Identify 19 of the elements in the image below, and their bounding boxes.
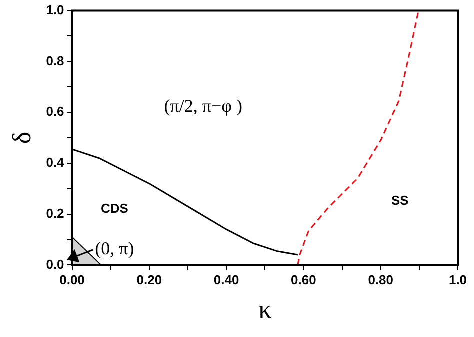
x-tick-label: 1.0 [448,272,468,288]
x-tick-label: 0.20 [136,272,162,288]
x-tick-label: 0.40 [214,272,240,288]
y-axis-title: δ [7,132,36,144]
y-tick-label: 0.0 [46,256,64,272]
x-axis-title: κ [258,295,272,324]
x-tick-label: 0.80 [368,272,394,288]
y-tick-label: 0.4 [46,155,66,170]
x-tick-label: 0.00 [60,272,85,288]
annotation: (0, π) [95,238,134,259]
y-tick-label: 0.2 [46,206,64,221]
annotation: (π/2, π−φ ) [164,96,243,116]
annotation: CDS [100,200,129,216]
y-tick-label: 1.0 [46,2,64,18]
y-tick-label: 0.8 [46,53,64,68]
y-tick-label: 0.6 [46,104,64,120]
annotation: SS [391,193,410,208]
line-series [297,10,420,266]
x-tick-label: 0.60 [291,272,316,288]
